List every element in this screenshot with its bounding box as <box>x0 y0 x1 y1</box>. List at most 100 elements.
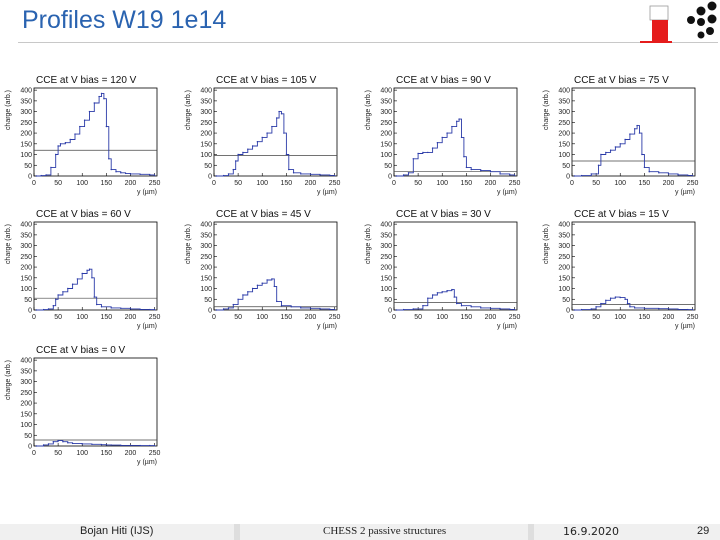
chart-title: CCE at V bias = 45 V <box>216 209 311 220</box>
chart-panel-45v: CCE at V bias = 45 V 0 50 100 150 200 250 300 35… <box>185 209 341 330</box>
x-axis-label: y (µm) <box>497 323 517 330</box>
x-tick-label: 250 <box>149 180 161 187</box>
data-point <box>261 282 263 284</box>
data-point <box>83 119 86 121</box>
x-axis-label: y (µm) <box>137 323 157 330</box>
x-tick-label: 50 <box>592 180 600 187</box>
x-tick-label: 100 <box>76 180 88 187</box>
y-tick-label: 50 <box>24 297 32 304</box>
data-point <box>687 174 689 177</box>
title-divider <box>18 42 718 43</box>
data-point <box>50 166 52 169</box>
data-point <box>614 146 617 148</box>
data-point <box>153 309 156 311</box>
y-tick-label: 200 <box>558 265 570 272</box>
data-point <box>402 308 405 311</box>
y-tick-label: 250 <box>200 254 212 261</box>
data-point <box>242 294 244 296</box>
data-point <box>580 174 583 177</box>
data-point <box>67 287 69 290</box>
x-tick-label: 200 <box>485 180 497 187</box>
y-tick-label: 100 <box>20 422 32 429</box>
slide-title: Profiles W19 1e14 <box>22 6 227 34</box>
x-tick-label: 150 <box>101 450 113 457</box>
data-point <box>40 174 42 177</box>
data-point <box>278 110 280 113</box>
data-point <box>47 308 50 310</box>
data-point <box>81 272 83 275</box>
x-tick-label: 100 <box>256 180 268 187</box>
data-point <box>648 171 650 173</box>
data-point <box>271 125 273 128</box>
data-point <box>256 284 259 286</box>
x-tick-label: 250 <box>149 450 161 457</box>
plot-frame <box>213 87 338 177</box>
x-tick-label: 250 <box>149 314 161 321</box>
data-point <box>431 294 434 296</box>
x-tick-label: 150 <box>101 180 113 187</box>
profile-series-line <box>574 125 694 177</box>
y-axis-label: charge (arb.) <box>543 90 550 130</box>
data-point <box>513 308 516 311</box>
page-number: 29 <box>697 525 710 537</box>
y-tick-label: 400 <box>380 88 392 95</box>
data-point <box>460 136 463 139</box>
y-tick-label: 100 <box>200 286 212 293</box>
data-point <box>658 172 660 174</box>
plot-frame <box>571 221 696 311</box>
data-point <box>71 442 74 445</box>
data-point <box>605 299 607 301</box>
data-point <box>319 308 321 310</box>
data-point <box>499 308 501 310</box>
data-point <box>595 306 597 308</box>
y-tick-label: 250 <box>558 120 570 127</box>
plot-frame <box>213 221 338 311</box>
data-point <box>624 138 626 141</box>
y-tick-label: 250 <box>380 120 392 127</box>
data-point <box>395 175 398 177</box>
y-tick-label: 400 <box>200 88 212 95</box>
data-point <box>460 305 463 307</box>
x-tick-label: 0 <box>392 314 396 321</box>
data-point <box>634 307 636 309</box>
y-tick-label: 350 <box>20 232 32 239</box>
y-tick-label: 100 <box>380 286 392 293</box>
y-tick-label: 250 <box>380 254 392 261</box>
profile-series-line <box>396 118 516 177</box>
plot-frame <box>33 221 158 311</box>
data-point <box>115 171 117 173</box>
data-point <box>658 308 660 310</box>
data-point <box>629 133 631 135</box>
data-point <box>247 148 249 150</box>
x-axis-label: y (µm) <box>317 323 337 330</box>
y-axis-label: charge (arb.) <box>365 224 372 264</box>
y-tick-label: 200 <box>558 131 570 138</box>
x-tick-label: 250 <box>329 180 341 187</box>
data-point <box>436 142 439 144</box>
data-point <box>329 308 331 311</box>
data-point <box>237 298 239 300</box>
y-tick-label: 50 <box>562 297 570 304</box>
x-tick-label: 100 <box>436 314 448 321</box>
data-point <box>276 300 278 303</box>
data-point <box>319 174 321 176</box>
y-axis-label: charge (arb.) <box>5 360 12 400</box>
y-axis-label: charge (arb.) <box>543 224 550 264</box>
data-point <box>614 296 617 298</box>
y-tick-label: 0 <box>388 174 392 181</box>
data-point <box>42 308 45 311</box>
data-point <box>261 136 263 139</box>
data-point <box>227 173 230 175</box>
footer-separator <box>234 524 240 540</box>
data-point <box>407 172 410 174</box>
footer-presentation-title: CHESS 2 passive structures <box>323 525 447 537</box>
data-point <box>446 290 448 292</box>
data-point <box>691 309 694 311</box>
data-point <box>300 173 302 175</box>
x-tick-label: 0 <box>32 450 36 457</box>
y-tick-label: 350 <box>200 98 212 105</box>
y-tick-label: 0 <box>208 174 212 181</box>
data-point <box>626 302 629 305</box>
data-point <box>643 166 646 169</box>
x-tick-label: 200 <box>125 450 137 457</box>
